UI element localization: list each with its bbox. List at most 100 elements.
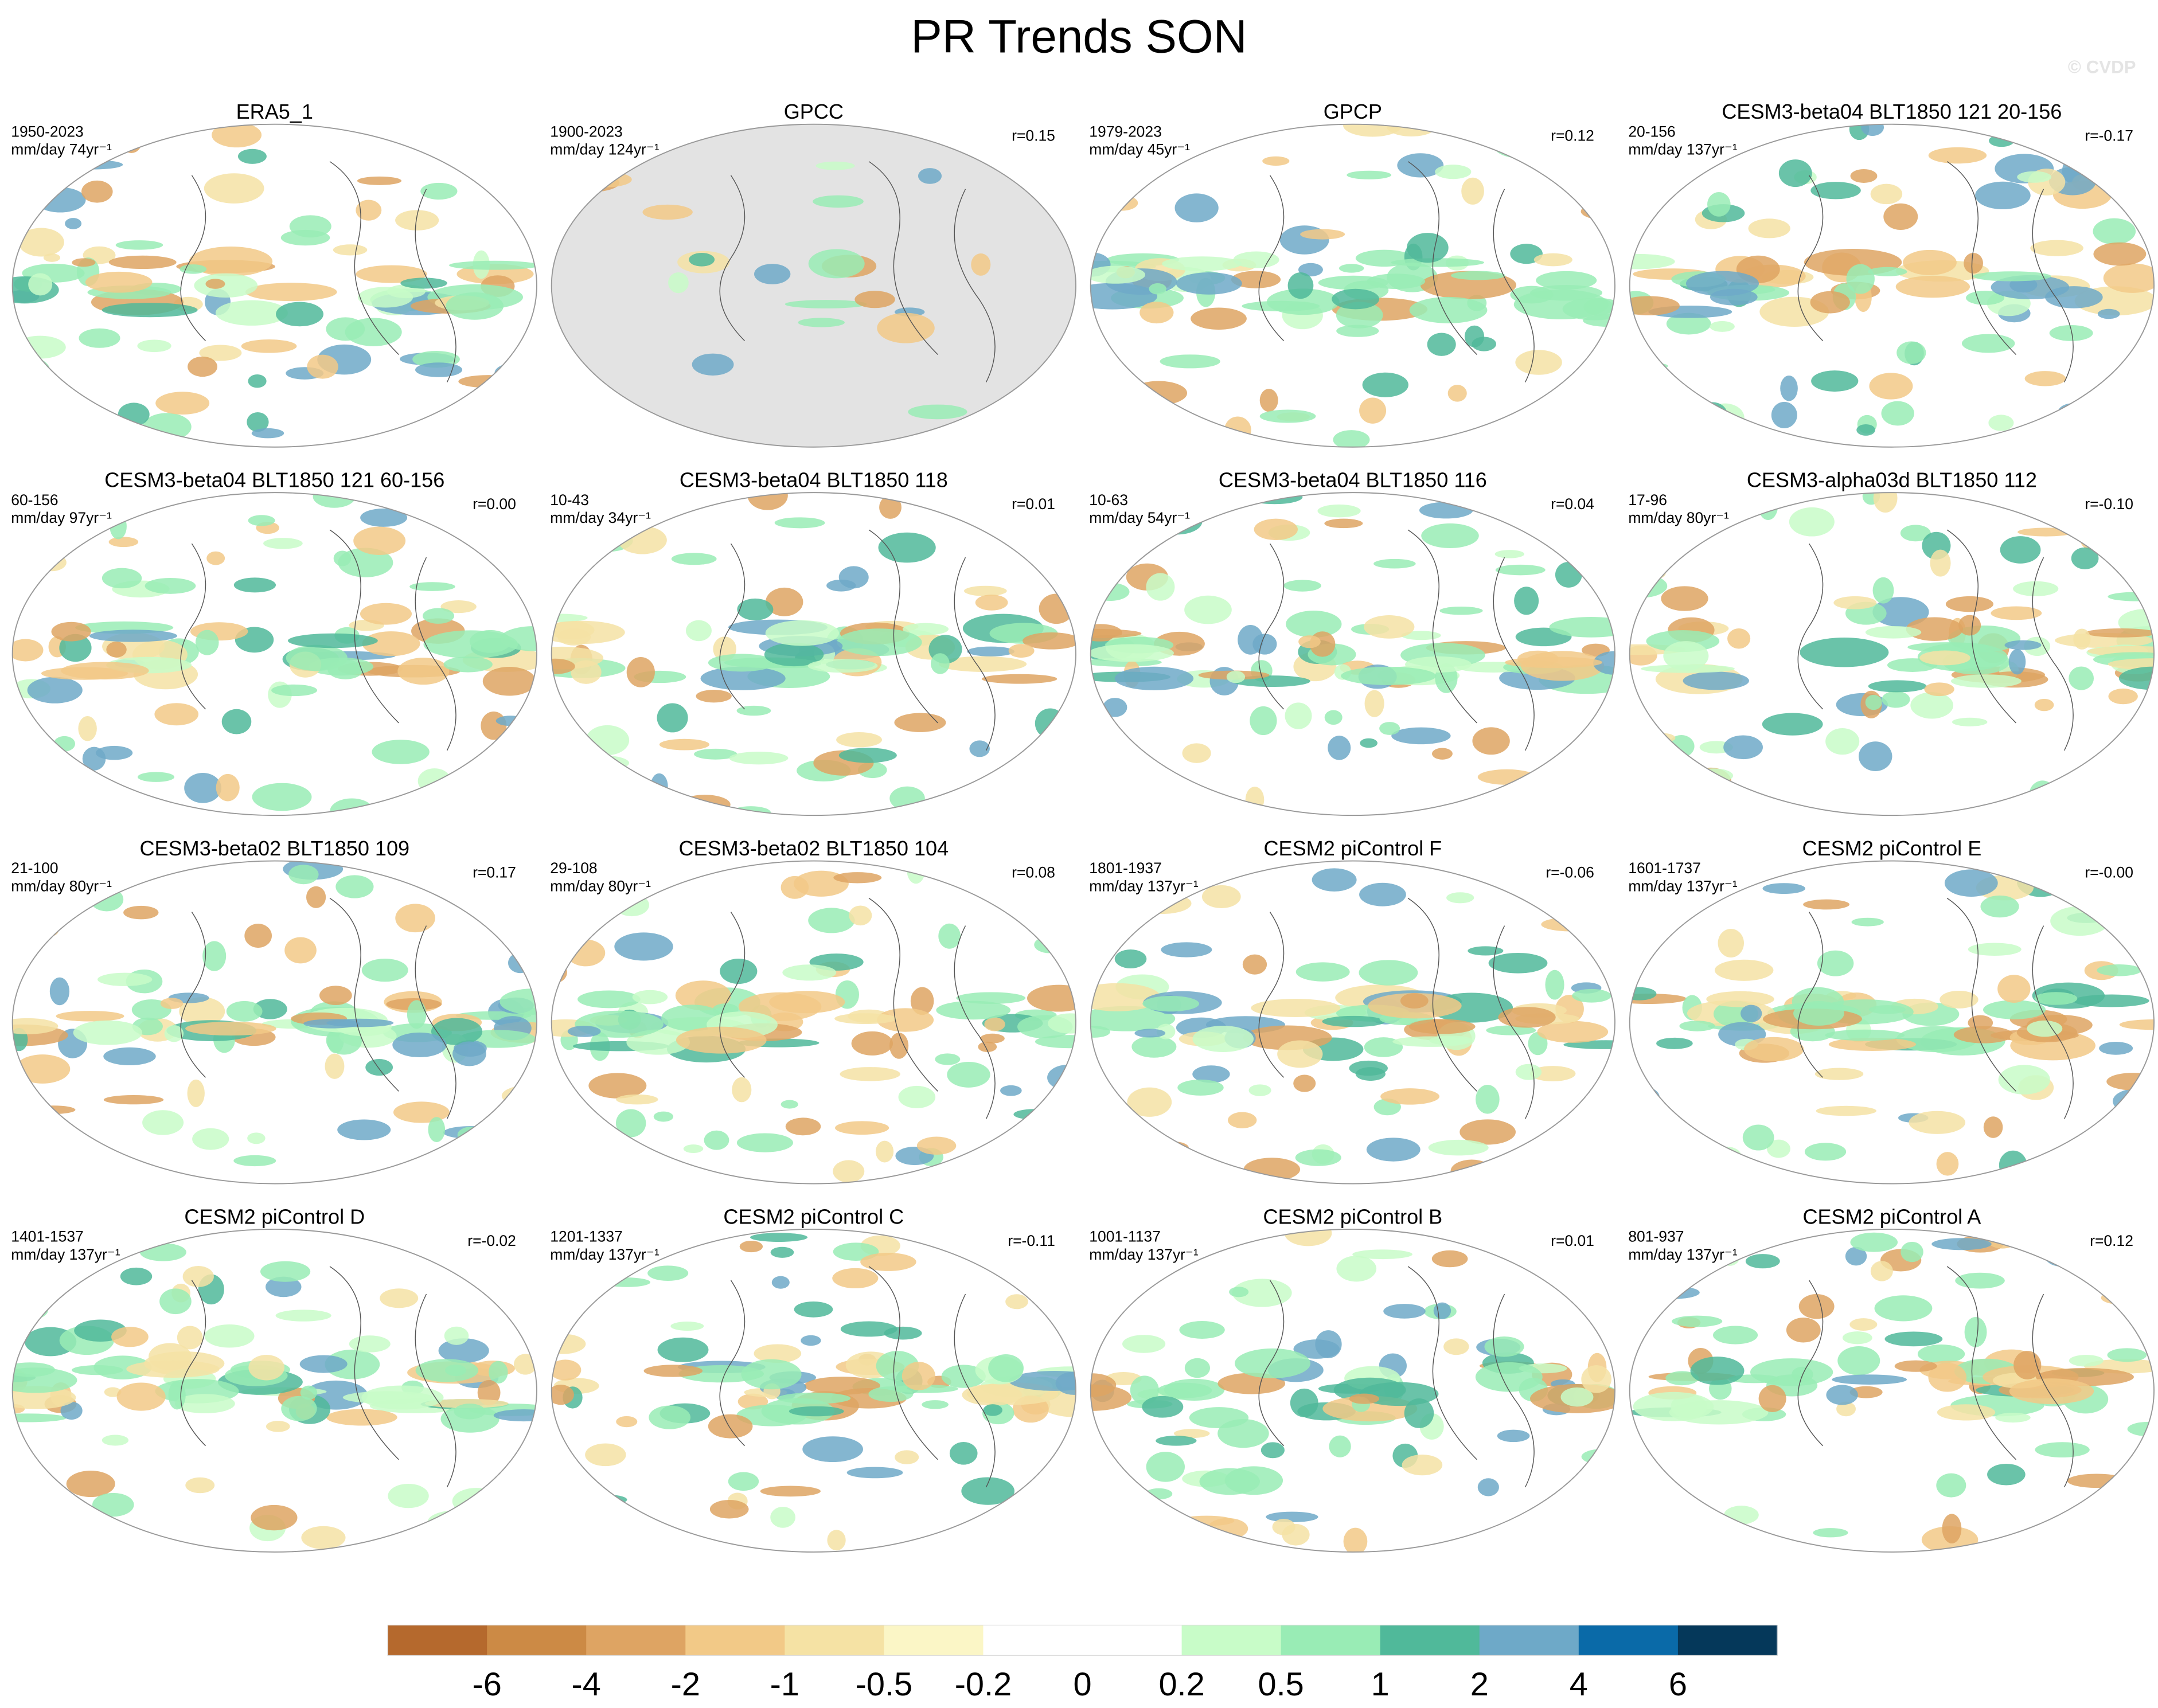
panel-title: GPCC: [784, 100, 844, 123]
trend-blob: [1475, 1362, 1543, 1392]
trend-blob: [34, 187, 86, 213]
trend-blob: [1252, 634, 1277, 655]
trend-blob: [185, 1477, 215, 1494]
trend-blob: [1317, 504, 1361, 518]
trend-blob: [493, 1409, 537, 1422]
trend-blob: [1555, 561, 1582, 588]
trend-blob: [15, 1054, 71, 1084]
trend-blob: [1312, 868, 1357, 892]
colorbar-box: [586, 1625, 686, 1656]
trend-blob: [2004, 640, 2042, 650]
trend-blob: [1814, 1068, 1864, 1080]
trend-blob: [349, 1335, 391, 1353]
trend-blob: [1130, 1375, 1159, 1405]
trend-blob: [1817, 950, 1854, 976]
trend-blob: [1936, 1473, 1966, 1498]
colorbar-box: [884, 1625, 984, 1656]
map: [1629, 861, 2155, 1184]
map: [12, 1229, 537, 1552]
trend-blob: [1000, 1085, 1022, 1096]
watermark: © CVDP: [2068, 57, 2136, 77]
trend-blob: [1873, 493, 1898, 513]
trend-blob: [1433, 1302, 1451, 1319]
trend-blob: [2103, 263, 2155, 293]
trend-blob: [1901, 1241, 1923, 1263]
trend-blob: [248, 515, 275, 526]
trend-blob: [935, 1053, 961, 1065]
trend-blob: [1973, 271, 2051, 282]
trend-blob: [252, 783, 312, 811]
trend-blob: [2049, 1252, 2103, 1261]
trend-blob: [31, 1105, 76, 1115]
trend-blob: [139, 1243, 186, 1261]
trend-blob: [365, 1059, 393, 1076]
trend-blob: [1359, 397, 1387, 424]
trend-blob: [808, 908, 855, 933]
map-outline: [1090, 860, 1615, 1185]
colorbar-box: [388, 1625, 487, 1656]
trend-blob: [12, 1494, 42, 1525]
panel-units: mm/day 137yr⁻¹: [1089, 1246, 1199, 1263]
trend-blob: [1706, 991, 1774, 1007]
trend-blob: [1293, 1074, 1316, 1092]
trend-blob: [1998, 1065, 2050, 1095]
trend-blob: [1332, 288, 1380, 310]
trend-blob: [670, 1321, 704, 1331]
trend-blob: [1940, 990, 1979, 1009]
trend-blob: [1706, 403, 1745, 432]
trend-blob: [838, 748, 897, 763]
trend-blob: [1343, 124, 1402, 137]
trend-blob: [1849, 124, 1870, 140]
panel-units: mm/day 45yr⁻¹: [1089, 141, 1190, 158]
trend-blob: [160, 998, 184, 1009]
trend-blob: [1090, 265, 1146, 284]
trend-blob: [1008, 644, 1035, 658]
trend-blob: [551, 613, 588, 622]
trend-blob: [785, 300, 867, 308]
trend-blob: [1435, 165, 1472, 179]
panel-r: r=-0.02: [467, 1232, 516, 1249]
trend-blob: [860, 1253, 916, 1271]
trend-blob: [482, 667, 536, 696]
trend-blob: [1529, 1066, 1576, 1082]
trend-blob: [754, 264, 791, 284]
trend-blob: [438, 424, 484, 445]
coastline: [1797, 161, 2074, 382]
trend-blob: [1743, 1037, 1804, 1061]
panel-units: mm/day 80yr⁻¹: [550, 877, 651, 894]
trend-blob: [2079, 523, 2101, 550]
map: [12, 861, 537, 1184]
panel-title: CESM3-beta04 BLT1850 121 60-156: [104, 468, 444, 492]
trend-blob: [894, 713, 946, 732]
colorbar-frame: [387, 1624, 1778, 1656]
map: [12, 124, 537, 447]
trend-blob: [1227, 1112, 1257, 1128]
trend-blob: [1409, 296, 1488, 323]
trend-blob: [458, 375, 519, 388]
trend-blob: [1283, 580, 1321, 592]
panel-title: CESM3-beta02 BLT1850 109: [139, 837, 409, 860]
trend-blob: [102, 303, 198, 318]
panel-units: mm/day 137yr⁻¹: [1628, 877, 1738, 894]
panel-period: 21-100: [11, 859, 58, 877]
trend-blob: [2008, 649, 2026, 675]
panel-units: mm/day 137yr⁻¹: [550, 1246, 660, 1263]
trend-blob: [1545, 970, 1564, 1000]
trend-blob: [1833, 596, 1877, 609]
trend-blob: [1868, 1005, 1906, 1014]
trend-blob: [1419, 502, 1473, 519]
trend-blob: [889, 1033, 909, 1059]
trend-blob: [1009, 1371, 1076, 1391]
trend-blob: [1868, 267, 1907, 276]
trend-blob: [110, 513, 127, 540]
trend-blob: [1347, 170, 1392, 179]
trend-blob: [1324, 710, 1343, 725]
trend-blob: [1295, 1149, 1341, 1166]
trend-blob: [1629, 1162, 1664, 1183]
trend-blob: [2069, 1354, 2104, 1367]
map: [1629, 124, 2155, 447]
trend-blob: [1090, 1476, 1115, 1500]
panel-title: CESM2 piControl C: [723, 1205, 904, 1228]
trend-blob: [251, 1504, 298, 1531]
trend-blob: [884, 1326, 922, 1340]
